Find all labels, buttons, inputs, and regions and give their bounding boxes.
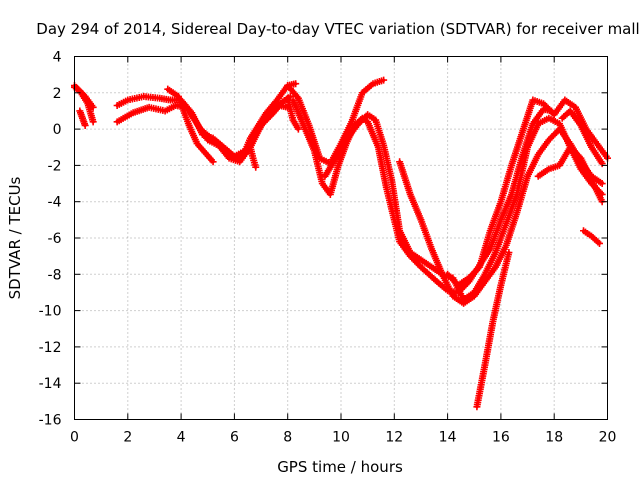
series-line	[286, 96, 300, 131]
x-tick-label: 0	[70, 430, 79, 446]
satellite-track-13	[396, 125, 606, 307]
x-tick-label: 14	[439, 430, 457, 446]
y-tick-label: -14	[39, 376, 62, 392]
satellite-track-18	[580, 227, 604, 247]
y-tick-label: 0	[53, 122, 62, 138]
satellite-track-7	[198, 102, 292, 166]
satellite-track-9	[284, 94, 302, 133]
x-tick-label: 16	[492, 430, 510, 446]
series-line	[560, 109, 604, 166]
y-tick-label: 2	[53, 86, 62, 102]
series-line	[166, 87, 215, 164]
series-line	[536, 145, 604, 204]
axis-ticks	[74, 56, 608, 420]
x-tick-label: 20	[599, 430, 617, 446]
satellite-track-3	[76, 107, 89, 129]
series-line	[323, 112, 604, 302]
data-series-layer	[71, 76, 611, 411]
x-tick-label: 8	[283, 430, 292, 446]
satellite-track-17	[558, 107, 606, 168]
series-line	[248, 145, 258, 169]
y-tick-label: -10	[39, 304, 62, 320]
y-tick-label: -4	[48, 195, 62, 211]
series-line	[581, 229, 602, 246]
x-axis-label: GPS time / hours	[277, 458, 403, 476]
y-tick-label: -16	[39, 413, 62, 429]
y-tick-label: -6	[48, 231, 62, 247]
satellite-track-14	[444, 96, 611, 289]
y-axis-label: SDTVAR / TECUs	[6, 176, 24, 299]
y-tick-label: 4	[53, 50, 62, 66]
series-line	[286, 78, 386, 166]
x-tick-label: 2	[123, 430, 132, 446]
satellite-track-8	[246, 143, 260, 171]
y-tick-label: -12	[39, 340, 62, 356]
series-line	[398, 127, 604, 305]
x-tick-label: 6	[230, 430, 239, 446]
series-line	[72, 85, 95, 109]
x-tick-label: 4	[177, 430, 186, 446]
chart-title: Day 294 of 2014, Sidereal Day-to-day VTE…	[36, 20, 639, 38]
y-tick-label: -2	[48, 158, 62, 174]
series-line	[78, 109, 87, 128]
satellite-track-16	[534, 143, 606, 206]
x-tick-label: 10	[332, 430, 350, 446]
x-tick-label: 18	[545, 430, 563, 446]
satellite-track-6	[164, 85, 217, 166]
x-tick-label: 12	[385, 430, 403, 446]
satellite-track-15	[473, 249, 513, 411]
series-line	[446, 98, 610, 287]
series-line	[475, 250, 511, 409]
y-tick-label: -8	[48, 267, 62, 283]
